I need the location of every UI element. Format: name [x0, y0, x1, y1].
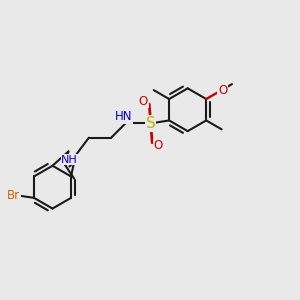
Text: Br: Br — [7, 189, 20, 202]
Text: HN: HN — [115, 110, 133, 123]
Text: S: S — [146, 116, 156, 131]
Text: O: O — [218, 84, 227, 97]
Text: O: O — [139, 94, 148, 108]
Text: O: O — [154, 139, 163, 152]
Text: NH: NH — [61, 155, 78, 165]
